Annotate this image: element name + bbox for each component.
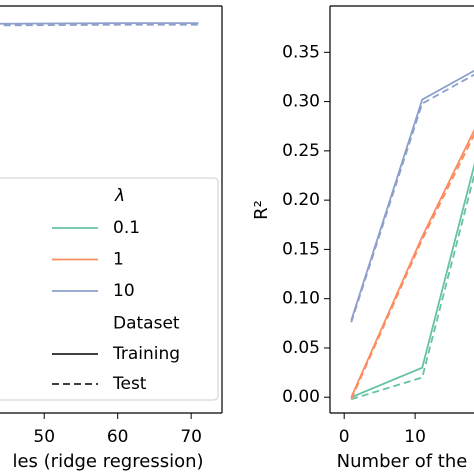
y-tick-label: 0.30 <box>282 92 320 112</box>
legend-title: Dataset <box>113 314 180 334</box>
y-tick-label: 0.00 <box>282 387 320 407</box>
series-line <box>0 22 199 25</box>
series-line <box>350 69 474 321</box>
y-tick-label: 0.10 <box>282 289 320 309</box>
y-tick-label: 0.20 <box>282 190 320 210</box>
series-line <box>350 162 474 399</box>
x-axis-label: Number of the <box>337 451 468 472</box>
x-tick-label: 50 <box>33 427 55 447</box>
y-tick-label: 0.25 <box>282 141 320 161</box>
legend-title: λ <box>114 186 125 206</box>
x-axis-label: les (ridge regression) <box>12 451 203 472</box>
series-line <box>0 23 199 27</box>
x-tick-label: 70 <box>180 427 202 447</box>
legend-label: 1 <box>113 250 124 270</box>
y-tick-label: 0.15 <box>282 239 320 259</box>
legend-label: Test <box>112 374 147 394</box>
series-line <box>350 133 474 400</box>
x-tick-label: 10 <box>404 427 426 447</box>
plot-area <box>350 69 474 401</box>
series-line <box>350 73 474 323</box>
legend-label: Training <box>112 344 180 364</box>
y-tick-label: 0.05 <box>282 338 320 358</box>
series-line <box>351 172 474 401</box>
x-tick-label: 0 <box>339 427 350 447</box>
y-axis-label: R² <box>251 200 272 220</box>
legend-box <box>0 177 219 401</box>
plot-area <box>0 22 199 27</box>
legend-label: 0.1 <box>113 218 140 238</box>
legend-label: 10 <box>113 281 135 301</box>
y-tick-label: 0.35 <box>282 42 320 62</box>
x-tick-label: 60 <box>107 427 129 447</box>
series-line <box>350 128 474 398</box>
